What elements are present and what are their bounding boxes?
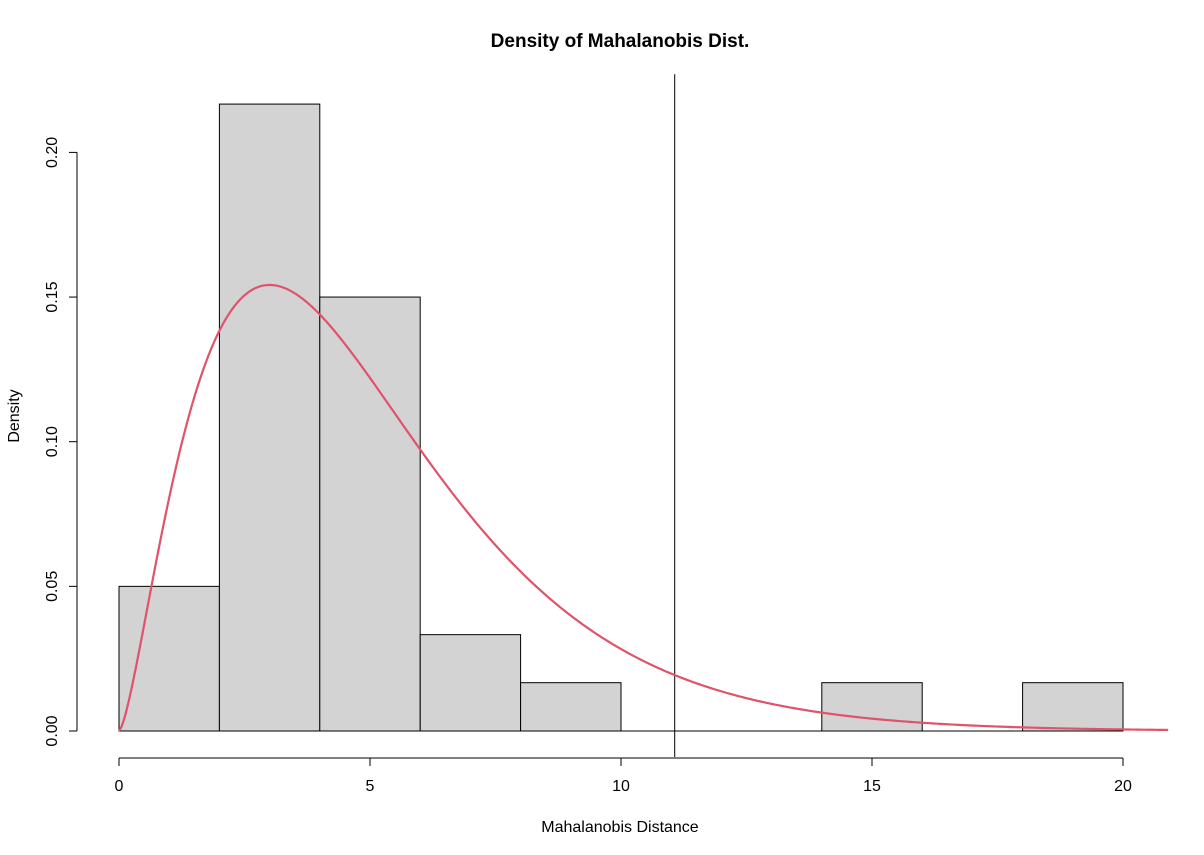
x-axis-label: Mahalanobis Distance — [541, 819, 699, 836]
histogram-bar — [520, 682, 622, 732]
y-tick-label: 0.00 — [44, 715, 61, 746]
bars-layer — [118, 103, 1124, 732]
axes-layer: 0 5 10 15 20 0.00 0.05 0.10 0.15 0.20 — [44, 74, 1132, 795]
histogram-bar — [419, 634, 522, 732]
x-tick-label: 0 — [115, 778, 124, 795]
y-tick-label: 0.10 — [44, 426, 61, 457]
y-tick-label: 0.15 — [44, 281, 61, 312]
y-axis-label: Density — [6, 389, 23, 442]
x-tick-label: 10 — [612, 778, 630, 795]
chart-title: Density of Mahalanobis Dist. — [491, 31, 750, 52]
histogram-bar — [218, 103, 321, 732]
x-tick-label: 15 — [863, 778, 881, 795]
histogram-bar — [1022, 682, 1124, 732]
y-tick-label: 0.20 — [44, 137, 61, 168]
x-tick-label: 5 — [366, 778, 375, 795]
x-tick-label: 20 — [1114, 778, 1132, 795]
curve-layer — [118, 283, 1169, 732]
histogram-bar — [319, 296, 421, 732]
density-curve — [118, 283, 1169, 732]
histogram-bar — [118, 585, 220, 732]
y-tick-label: 0.05 — [44, 571, 61, 602]
histogram-bar — [821, 682, 923, 732]
